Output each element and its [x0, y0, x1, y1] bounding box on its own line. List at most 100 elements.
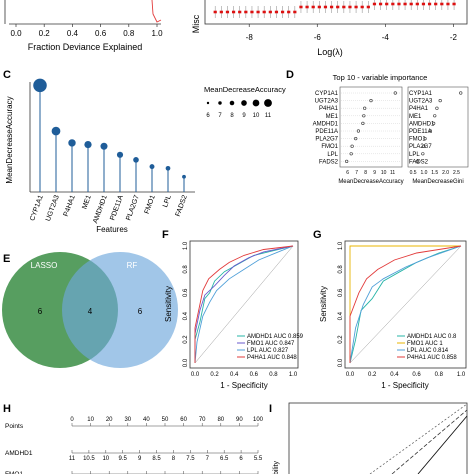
panel-d-right-tick: 0.5 — [410, 170, 417, 176]
panel-d-left-dot — [361, 121, 365, 125]
panel-b-xlabel: Log(λ) — [317, 47, 343, 57]
panel-d-left-feature: ME1 — [326, 114, 339, 120]
panel-d-left-tick: 8 — [364, 170, 367, 176]
panel-d-left-feature: PDE11A — [315, 129, 338, 135]
panel-b-cv-point — [250, 10, 254, 14]
panel-c-lollipops — [33, 78, 186, 192]
panel-c-point — [116, 151, 124, 158]
panel-a-tick-label: 0.4 — [67, 29, 79, 38]
roc-x-tick: 0.8 — [269, 372, 278, 378]
panel-h-label: H — [3, 403, 11, 415]
panel-a-tick-label: 0.0 — [10, 29, 22, 38]
panel-f-roc-curves — [194, 245, 294, 364]
panel-d-right-dot — [432, 121, 436, 125]
roc-curve — [194, 245, 294, 363]
nomogram-tick-label: 6.5 — [220, 456, 229, 462]
panel-d-left-feature: UGT2A3 — [315, 99, 339, 105]
nomogram-tick-label: 80 — [217, 417, 224, 423]
panel-d-left-xlabel: MeanDecreaseAccuracy — [338, 179, 403, 185]
panel-c-legend-title: MeanDecreaseAccuracy — [204, 85, 286, 94]
roc-x-tick: 0.4 — [230, 372, 239, 378]
panel-i-ideal-line — [369, 403, 468, 474]
panel-d-left-tick: 10 — [381, 170, 387, 176]
panel-f-ylabel: Sensitivity — [164, 286, 173, 322]
panel-d-left-dot — [349, 152, 353, 156]
roc-curve — [194, 245, 294, 363]
roc-x-tick: 0.6 — [412, 372, 421, 378]
roc-y-tick: 0.2 — [183, 335, 189, 344]
panel-b-cv-point — [299, 5, 303, 9]
panel-c-feature-label: UGT2A3 — [45, 194, 61, 222]
panel-c-legend-tick: 6 — [206, 113, 210, 119]
panel-c-point — [33, 78, 47, 93]
panel-b-tick-label: -8 — [246, 33, 254, 42]
panel-c-point — [133, 157, 139, 163]
panel-g-ylabel: Sensitivity — [319, 286, 328, 322]
panel-d-right-dot — [422, 144, 426, 148]
roc-x-tick: 1.0 — [457, 372, 466, 378]
panel-d-right-dot — [433, 114, 437, 118]
roc-y-tick: 1.0 — [338, 241, 344, 250]
panel-d-left-dot — [362, 114, 366, 118]
nomogram-tick-label: 90 — [236, 417, 243, 423]
panel-d-left-feature: AMDHD1 — [313, 121, 339, 127]
venn-count-rf-only: 6 — [138, 307, 143, 316]
panel-i-apparent-line — [391, 409, 468, 474]
venn-count-lasso-only: 6 — [38, 307, 43, 316]
panel-b-cv-point — [225, 10, 230, 14]
panel-c-xlabel: Features — [96, 225, 128, 234]
nomogram-tick-label: 50 — [162, 417, 169, 423]
roc-legend-entry: LPL AUC 0.827 — [247, 348, 289, 354]
panel-d-left-feature: PLA2G7 — [315, 137, 338, 143]
roc-x-tick: 0.4 — [390, 372, 399, 378]
panel-i-ylabel: ability — [273, 461, 280, 474]
panel-c-point — [68, 139, 76, 147]
panel-b-cv-point — [446, 2, 450, 6]
panel-i-label: I — [269, 403, 272, 415]
panel-i: I ability — [269, 402, 468, 474]
nomogram-tick-label: 11 — [69, 456, 76, 462]
roc-y-tick: 0.8 — [338, 265, 344, 274]
panel-g-label: G — [313, 229, 322, 241]
roc-y-tick: 0.0 — [338, 358, 344, 367]
panel-g-roc-curves — [349, 245, 462, 364]
nomogram-tick-label: 70 — [199, 417, 206, 423]
panel-d-left-dot — [393, 91, 397, 95]
panel-c-ylabel: MeanDecreaseAccuracy — [5, 96, 14, 183]
panel-d-title: Top 10 - variable importance — [333, 73, 428, 82]
nomogram-tick-label: 20 — [106, 417, 113, 423]
roc-y-tick: 0.6 — [338, 288, 344, 297]
panel-d-left-dot — [369, 98, 373, 103]
nomogram-tick-label: 30 — [124, 417, 131, 423]
panel-a-x-ticks: 0.0 0.2 0.4 0.6 0.8 1.0 — [10, 24, 163, 38]
panel-c-legend-dot — [218, 101, 222, 105]
panel-b-ylabel: Misc — [191, 14, 201, 33]
panel-a-coefficient-path — [151, 0, 162, 23]
venn-circle-rf — [62, 252, 178, 368]
panel-b-cv-point — [323, 5, 328, 9]
panel-c-legend-tick: 7 — [218, 113, 222, 119]
nomogram-row-label: Points — [5, 423, 24, 430]
panel-b-cv-point — [372, 2, 377, 6]
panel-d-right-feature: PDE11A — [409, 129, 432, 135]
panel-c-legend-dot — [206, 101, 210, 105]
roc-diagonal — [349, 245, 462, 364]
venn-label-lasso: LASSO — [31, 261, 58, 270]
panel-b-cv-point — [219, 10, 223, 14]
roc-x-tick: 0.6 — [250, 372, 259, 378]
panel-d-left-tick: 7 — [355, 170, 358, 176]
panel-b-cv-point — [427, 2, 432, 6]
nomogram-tick-label: 6 — [239, 456, 243, 462]
panel-c-legend-tick: 9 — [242, 113, 246, 119]
nomogram-tick-label: 7 — [206, 456, 210, 462]
panel-b-cv-point — [213, 10, 217, 14]
panel-b-cv-point — [287, 10, 291, 14]
panel-b-cv-point — [293, 10, 297, 14]
nomogram-tick-label: 60 — [180, 417, 187, 423]
panel-c-feature-label: LPL — [162, 194, 173, 208]
panel-d-left-dot — [356, 129, 361, 133]
roc-x-tick: 0.8 — [435, 372, 444, 378]
